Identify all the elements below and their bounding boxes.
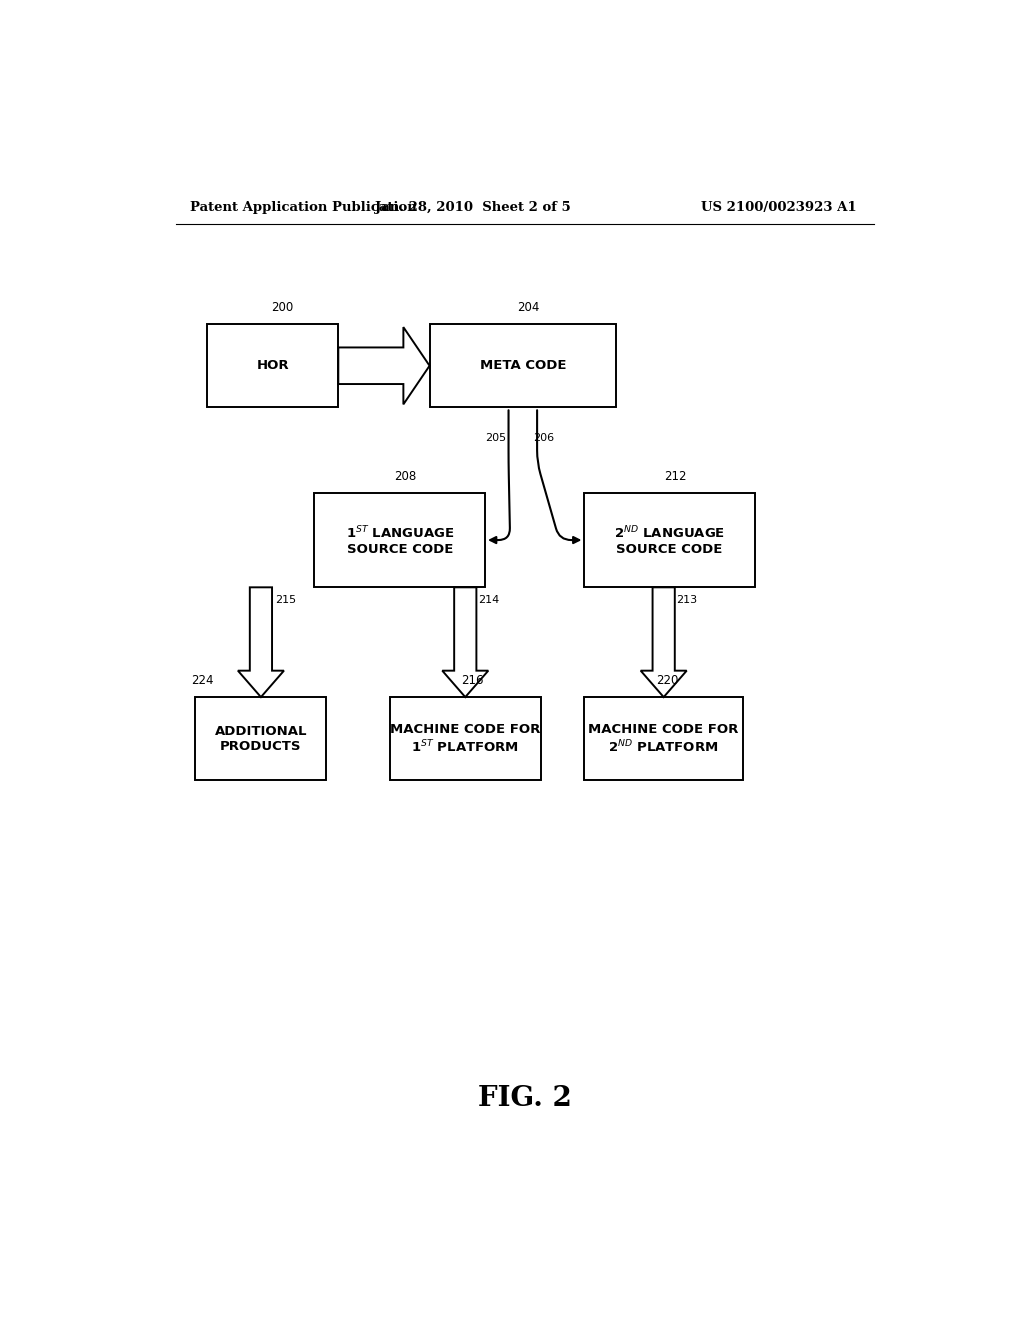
Text: 2$^{ND}$ LANGUAGE
SOURCE CODE: 2$^{ND}$ LANGUAGE SOURCE CODE [614,524,725,556]
Text: 220: 220 [655,675,678,686]
Polygon shape [641,587,687,697]
Text: 212: 212 [664,470,686,483]
Polygon shape [442,587,488,697]
Polygon shape [338,327,430,404]
Text: Patent Application Publication: Patent Application Publication [189,201,417,214]
Text: MACHINE CODE FOR
1$^{ST}$ PLATFORM: MACHINE CODE FOR 1$^{ST}$ PLATFORM [390,722,541,755]
Text: 1$^{ST}$ LANGUAGE
SOURCE CODE: 1$^{ST}$ LANGUAGE SOURCE CODE [345,524,454,556]
Text: Jan. 28, 2010  Sheet 2 of 5: Jan. 28, 2010 Sheet 2 of 5 [376,201,571,214]
Text: FIG. 2: FIG. 2 [478,1085,571,1111]
Text: 215: 215 [275,595,296,606]
Text: MACHINE CODE FOR
2$^{ND}$ PLATFORM: MACHINE CODE FOR 2$^{ND}$ PLATFORM [589,722,739,755]
Text: 205: 205 [484,433,506,442]
Polygon shape [238,587,284,697]
Text: ADDITIONAL
PRODUCTS: ADDITIONAL PRODUCTS [215,725,307,752]
FancyBboxPatch shape [314,492,485,587]
Text: 208: 208 [394,470,416,483]
FancyBboxPatch shape [207,325,338,408]
FancyBboxPatch shape [196,697,327,780]
Text: 216: 216 [462,675,483,686]
Text: META CODE: META CODE [479,359,566,372]
FancyBboxPatch shape [585,697,743,780]
Text: 224: 224 [191,675,214,686]
Text: 213: 213 [677,595,697,606]
Text: HOR: HOR [257,359,289,372]
Text: 206: 206 [534,433,554,442]
Text: US 2100/0023923 A1: US 2100/0023923 A1 [701,201,856,214]
Text: 204: 204 [517,301,540,314]
Text: 214: 214 [478,595,500,606]
Text: 200: 200 [270,301,293,314]
FancyBboxPatch shape [430,325,616,408]
FancyBboxPatch shape [585,492,755,587]
FancyBboxPatch shape [390,697,541,780]
